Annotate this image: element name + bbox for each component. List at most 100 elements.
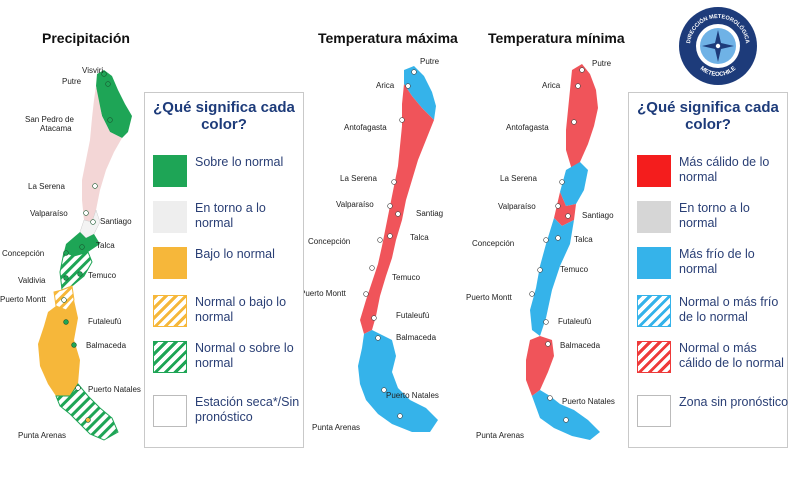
city-labels-map1: Visviri Putre San Pedro de Atacama La Se…	[0, 66, 141, 440]
swatch-red	[637, 155, 671, 187]
city-temuco-2: Temuco	[392, 273, 421, 282]
city-san-pedro: San Pedro de	[25, 115, 74, 124]
city-futaleufu-3: Futaleufú	[558, 317, 591, 326]
city-talca: Talca	[96, 241, 115, 250]
title-tmax: Temperatura máxima	[318, 30, 458, 46]
region-north-green	[96, 70, 132, 138]
region-tmin-blue-a	[560, 162, 588, 206]
city-concepcion: Concepción	[2, 249, 44, 258]
city-concepcion-3: Concepción	[472, 239, 514, 248]
city-labels-map3: Putre Arica Antofagasta La Serena Valpar…	[466, 59, 615, 440]
region-tmax-red	[360, 84, 434, 334]
legend-label: Normal o más cálido de lo normal	[679, 341, 784, 370]
legend-title: ¿Qué significa cada color?	[637, 99, 779, 133]
city-atacama: Atacama	[40, 124, 72, 133]
legend-label: Zona sin pronóstico	[679, 395, 789, 409]
city-putre: Putre	[62, 77, 82, 86]
city-talca-3: Talca	[574, 235, 593, 244]
region-tmin-north-red	[566, 64, 598, 170]
swatch-orange	[153, 247, 187, 279]
region-tmax-south-blue	[358, 330, 438, 432]
legend-label: Normal o más frío de lo normal	[679, 295, 779, 324]
city-puerto-natales: Puerto Natales	[88, 385, 141, 394]
city-visviri: Visviri	[82, 66, 103, 75]
city-futaleufu: Futaleufú	[88, 317, 121, 326]
title-tmin: Temperatura mínima	[488, 30, 625, 46]
map-precipitation: Visviri Putre San Pedro de Atacama La Se…	[0, 66, 141, 441]
city-la-serena-2: La Serena	[340, 174, 377, 183]
city-arica-3: Arica	[542, 81, 561, 90]
region-north-pink	[82, 86, 122, 222]
legend-label: Sobre lo normal	[195, 155, 284, 169]
city-putre-3: Putre	[592, 59, 612, 68]
city-labels-map2: Putre Arica Antofagasta La Serena Valpar…	[300, 57, 443, 432]
swatch-red-hatched	[637, 341, 671, 373]
swatch-white	[153, 395, 187, 427]
city-santiago-2: Santiag	[416, 209, 443, 218]
city-puerto-montt-2: Puerto Montt	[300, 289, 347, 298]
region-far-south-green-hatch	[55, 383, 119, 441]
city-punta-arenas-2: Punta Arenas	[312, 423, 360, 432]
city-markers-map2	[363, 69, 417, 419]
region-tmin-red-d	[526, 336, 554, 396]
swatch-green-hatched	[153, 341, 187, 373]
legend-label: Más frío de lo normal	[679, 247, 755, 276]
region-south-orange	[38, 300, 80, 396]
city-puerto-natales-2: Puerto Natales	[386, 391, 439, 400]
region-central-green	[64, 232, 100, 256]
city-putre-2: Putre	[420, 57, 440, 66]
swatch-white	[637, 395, 671, 427]
city-puerto-montt: Puerto Montt	[0, 295, 47, 304]
city-temuco-3: Temuco	[560, 265, 589, 274]
region-tmin-red-b	[554, 192, 576, 226]
city-arica-2: Arica	[376, 81, 395, 90]
city-valparaiso-2: Valparaíso	[336, 200, 374, 209]
city-puerto-natales-3: Puerto Natales	[562, 397, 615, 406]
city-markers-map3	[529, 67, 585, 423]
region-tmin-blue-c	[530, 218, 574, 336]
region-tmin-south-blue	[532, 390, 600, 440]
city-futaleufu-2: Futaleufú	[396, 311, 429, 320]
swatch-gray	[637, 201, 671, 233]
legend-label: Normal o sobre lo normal	[195, 341, 294, 370]
legend-temperature: ¿Qué significa cada color? Más cálido de…	[628, 92, 788, 448]
swatch-green	[153, 155, 187, 187]
swatch-blue-hatched	[637, 295, 671, 327]
city-concepcion-2: Concepción	[308, 237, 350, 246]
legend-label: Más cálido de lo normal	[679, 155, 770, 184]
legend-precipitation: ¿Qué significa cada color? Sobre lo norm…	[144, 92, 304, 448]
region-south-green-hatch	[59, 251, 93, 291]
city-puerto-montt-3: Puerto Montt	[466, 293, 513, 302]
city-valparaiso-3: Valparaíso	[498, 202, 536, 211]
city-la-serena-3: La Serena	[500, 174, 537, 183]
title-precipitation: Precipitación	[42, 30, 130, 46]
city-valparaiso: Valparaíso	[30, 209, 68, 218]
map-tmin: Putre Arica Antofagasta La Serena Valpar…	[466, 59, 615, 440]
city-balmaceda: Balmaceda	[86, 341, 127, 350]
city-balmaceda-2: Balmaceda	[396, 333, 437, 342]
city-antofagasta-2: Antofagasta	[344, 123, 387, 132]
city-balmaceda-3: Balmaceda	[560, 341, 601, 350]
city-antofagasta-3: Antofagasta	[506, 123, 549, 132]
city-punta-arenas: Punta Arenas	[18, 431, 66, 440]
legend-label: En torno a lo normal	[195, 201, 266, 230]
city-valdivia: Valdivia	[18, 276, 46, 285]
city-la-serena: La Serena	[28, 182, 65, 191]
city-talca-2: Talca	[410, 233, 429, 242]
map-tmax: Putre Arica Antofagasta La Serena Valpar…	[300, 57, 443, 432]
city-punta-arenas-3: Punta Arenas	[476, 431, 524, 440]
swatch-orange-hatched	[153, 295, 187, 327]
legend-label: Estación seca*/Sin pronóstico	[195, 395, 300, 424]
meteochile-logo: DIRECCIÓN METEOROLÓGICA METEOCHILE	[678, 6, 758, 86]
swatch-blue	[637, 247, 671, 279]
legend-label: Normal o bajo lo normal	[195, 295, 287, 324]
swatch-light-gray	[153, 201, 187, 233]
city-markers	[61, 71, 113, 423]
legend-label: En torno a lo normal	[679, 201, 750, 230]
city-temuco: Temuco	[88, 271, 117, 280]
city-santiago-3: Santiago	[582, 211, 614, 220]
legend-title: ¿Qué significa cada color?	[153, 99, 295, 133]
legend-label: Bajo lo normal	[195, 247, 275, 261]
region-tmax-north-blue	[404, 66, 436, 120]
